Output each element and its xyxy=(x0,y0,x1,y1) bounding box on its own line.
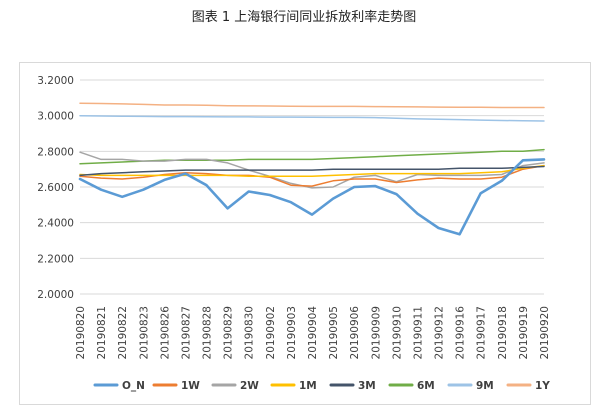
x-tick-label: 20190905 xyxy=(328,306,340,359)
legend-label: 9M xyxy=(476,380,494,392)
y-tick-label: 3.0000 xyxy=(37,111,74,123)
legend-item-o-n: O_N xyxy=(93,380,145,392)
legend-item-6m: 6M xyxy=(388,380,435,392)
legend-item-1w: 1W xyxy=(152,380,200,392)
series-line-o-n xyxy=(78,158,546,236)
legend-label: 6M xyxy=(417,380,435,392)
legend-item-1y: 1Y xyxy=(506,380,550,392)
legend-label: O_N xyxy=(122,380,145,392)
x-tick-label: 20190911 xyxy=(412,306,424,359)
y-tick-label: 2.4000 xyxy=(37,218,74,230)
x-tick-label: 20190910 xyxy=(391,306,403,359)
x-axis-ticks: 20190820 20190821 20190822 20190823 20190826… xyxy=(75,306,551,360)
legend-label: 3M xyxy=(358,380,376,392)
x-tick-label: 20190909 xyxy=(370,306,382,359)
series-line-2w xyxy=(79,151,545,189)
legend-item-9m: 9M xyxy=(447,380,494,392)
y-tick-label: 2.2000 xyxy=(37,253,74,265)
page-title: 图表 1 上海银行间同业拆放利率走势图 xyxy=(191,10,417,25)
series-lines xyxy=(78,102,546,236)
legend: O_N 1W 2W 1M 3M 6M 9M 1Y xyxy=(93,380,550,392)
x-tick-label: 20190920 xyxy=(539,306,551,359)
x-tick-label: 20190828 xyxy=(202,306,214,359)
y-axis-ticks: 2.0000 2.2000 2.4000 2.6000 2.8000 3.0000 3.20… xyxy=(37,75,74,301)
x-tick-label: 20190823 xyxy=(138,306,150,359)
x-tick-label: 20190822 xyxy=(117,306,129,359)
series-line-1m xyxy=(79,164,545,178)
x-tick-label: 20190820 xyxy=(75,306,87,359)
series-line-1y xyxy=(79,102,545,109)
x-tick-label: 20190916 xyxy=(455,306,467,360)
x-tick-label: 20190821 xyxy=(96,306,108,359)
legend-label: 1Y xyxy=(535,380,550,392)
series-line-3m xyxy=(79,165,545,177)
legend-label: 1W xyxy=(181,380,200,392)
x-tick-label: 20190919 xyxy=(518,306,530,359)
y-tick-label: 3.2000 xyxy=(37,75,74,87)
x-tick-label: 20190902 xyxy=(265,306,277,359)
x-tick-label: 20190906 xyxy=(349,306,361,360)
y-tick-label: 2.8000 xyxy=(37,146,74,158)
legend-item-1m: 1M xyxy=(270,380,317,392)
legend-item-2w: 2W xyxy=(211,380,259,392)
legend-label: 2W xyxy=(240,380,259,392)
legend-label: 1M xyxy=(299,380,317,392)
x-tick-label: 20190826 xyxy=(159,306,171,360)
x-tick-label: 20190904 xyxy=(307,306,319,360)
chart-frame xyxy=(19,62,591,405)
x-tick-label: 20190912 xyxy=(434,306,446,359)
x-tick-label: 20190827 xyxy=(180,306,192,359)
x-tick-label: 20190918 xyxy=(497,306,509,359)
x-tick-label: 20190830 xyxy=(244,306,256,359)
x-tick-label: 20190917 xyxy=(476,306,488,359)
x-tick-label: 20190829 xyxy=(223,306,235,359)
y-tick-label: 2.0000 xyxy=(37,289,74,301)
y-tick-label: 2.6000 xyxy=(37,182,74,194)
series-line-9m xyxy=(79,114,545,122)
legend-item-3m: 3M xyxy=(329,380,376,392)
x-tick-label: 20190903 xyxy=(286,306,298,359)
